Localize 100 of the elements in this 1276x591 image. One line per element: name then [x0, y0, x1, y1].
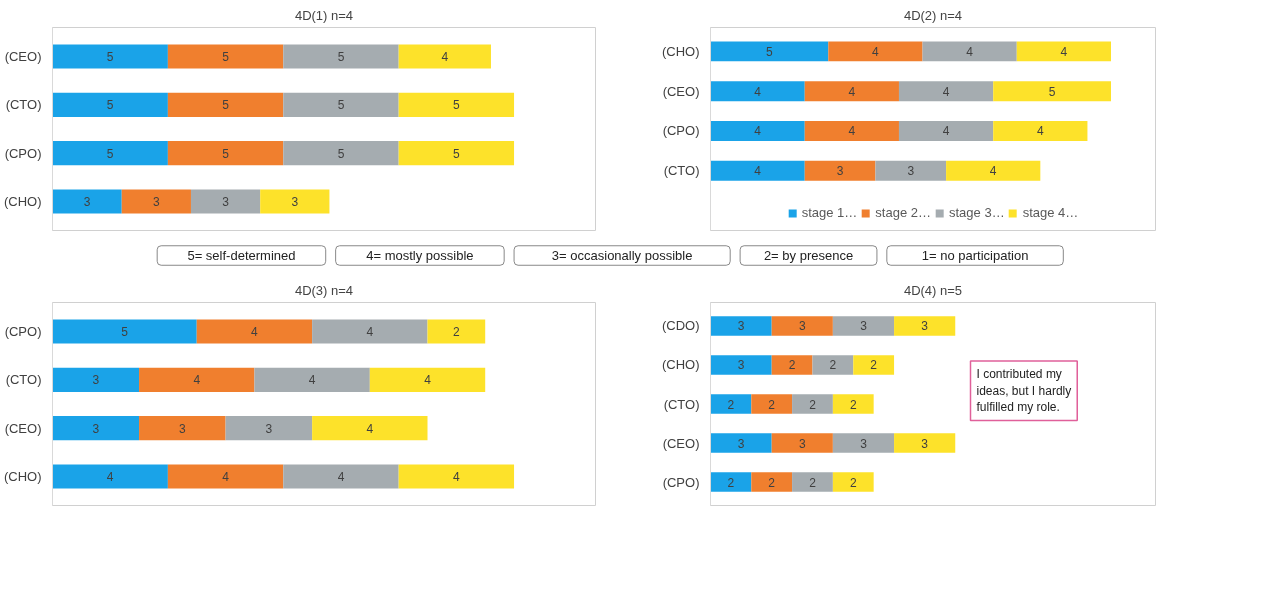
bar [398, 44, 491, 69]
bar [52, 367, 140, 392]
data-label: 3 [737, 436, 745, 451]
bar [812, 355, 854, 375]
bar [804, 121, 899, 141]
data-label: 2 [809, 475, 817, 490]
data-label: 4 [424, 373, 432, 388]
data-label: 3 [860, 319, 868, 334]
y-tick-label: (CHO) [3, 469, 42, 484]
data-label: 3 [921, 319, 929, 334]
bar [52, 319, 197, 344]
data-label: 4 [366, 421, 374, 436]
data-label: 4 [754, 84, 762, 99]
bar [283, 464, 399, 489]
bar [792, 394, 833, 414]
y-tick-label: (CEO) [4, 420, 42, 436]
bar [751, 394, 793, 414]
bar [993, 121, 1088, 141]
data-label: 2 [809, 397, 817, 412]
bar [52, 416, 140, 441]
bar [710, 394, 752, 414]
y-tick-label: (CEO) [662, 83, 700, 99]
data-label: 4 [942, 84, 950, 99]
bar [832, 433, 895, 453]
data-label: 2 [849, 475, 857, 490]
bar [710, 160, 805, 181]
bar [853, 355, 895, 375]
legend-label: stage 4… [1022, 205, 1079, 220]
data-label: 3 [907, 164, 915, 179]
text: 4= mostly possible [366, 248, 474, 263]
data-label: 3 [921, 436, 929, 451]
data-label: 4 [1036, 124, 1044, 139]
data-label: 2 [788, 358, 796, 373]
bar [427, 319, 486, 344]
bar [369, 367, 486, 392]
data-label: 5 [222, 146, 230, 161]
data-label: 2 [829, 358, 837, 373]
y-tick-label: (CTO) [5, 372, 42, 388]
bar [710, 433, 772, 453]
bar [283, 141, 399, 166]
y-tick-label: (CHO) [661, 43, 700, 59]
y-tick-label: (CTO) [5, 97, 42, 113]
data-label: 3 [860, 436, 868, 451]
legend-label: stage 2… [875, 205, 931, 220]
chart-title: 4D(3) n=4 [294, 282, 354, 298]
bar [190, 189, 261, 214]
data-label: 4 [942, 124, 950, 139]
data-label: 4 [251, 325, 259, 339]
text: 2= by presence [763, 248, 854, 263]
bar [898, 121, 994, 141]
bar [751, 472, 793, 492]
data-label: 4 [366, 325, 374, 339]
data-label: 3 [737, 319, 745, 334]
bar [52, 464, 168, 489]
bar [260, 189, 330, 214]
data-label: 2 [727, 397, 735, 412]
data-label: 5 [106, 146, 114, 161]
bar [710, 316, 772, 336]
data-label: 4 [848, 124, 856, 139]
bar [1016, 41, 1111, 62]
bar [283, 44, 399, 69]
bar [771, 433, 833, 453]
data-label: 4 [754, 164, 762, 179]
bar [167, 141, 284, 166]
y-tick-label: (CTO) [663, 396, 700, 412]
data-label: 3 [798, 436, 806, 451]
data-label: 4 [989, 164, 997, 179]
bar [283, 92, 399, 117]
bar [52, 44, 168, 69]
data-label: 4 [308, 373, 316, 388]
y-tick-label: (CPO) [4, 145, 42, 161]
data-label: 5 [106, 50, 114, 64]
y-tick-label: (CPO) [662, 123, 700, 139]
data-label: 4 [754, 124, 762, 139]
bar [225, 416, 313, 441]
data-label: 4 [222, 470, 230, 484]
data-label: 4 [106, 470, 114, 484]
chart-title: 4D(1) n=4 [294, 7, 354, 23]
data-label: 4 [1060, 44, 1068, 59]
bar [771, 316, 833, 336]
data-label: 2 [727, 475, 735, 490]
bar [139, 367, 255, 392]
data-label: 2 [768, 397, 776, 412]
bar [710, 355, 772, 375]
data-label: 5 [337, 146, 345, 161]
bar [710, 121, 805, 141]
y-tick-label: (CPO) [662, 474, 700, 490]
data-label: 3 [178, 421, 186, 436]
data-label: 5 [766, 44, 774, 59]
data-label: 2 [870, 358, 878, 373]
bar [121, 189, 191, 214]
data-label: 3 [798, 319, 806, 334]
bar [710, 81, 805, 102]
data-label: 5 [337, 98, 345, 113]
data-label: 5 [453, 146, 461, 161]
text: 5= self-determined [187, 248, 296, 263]
data-label: 4 [453, 470, 461, 484]
data-label: 5 [222, 50, 230, 64]
chart-title: 4D(2) n=4 [903, 7, 963, 23]
bar [139, 416, 226, 441]
